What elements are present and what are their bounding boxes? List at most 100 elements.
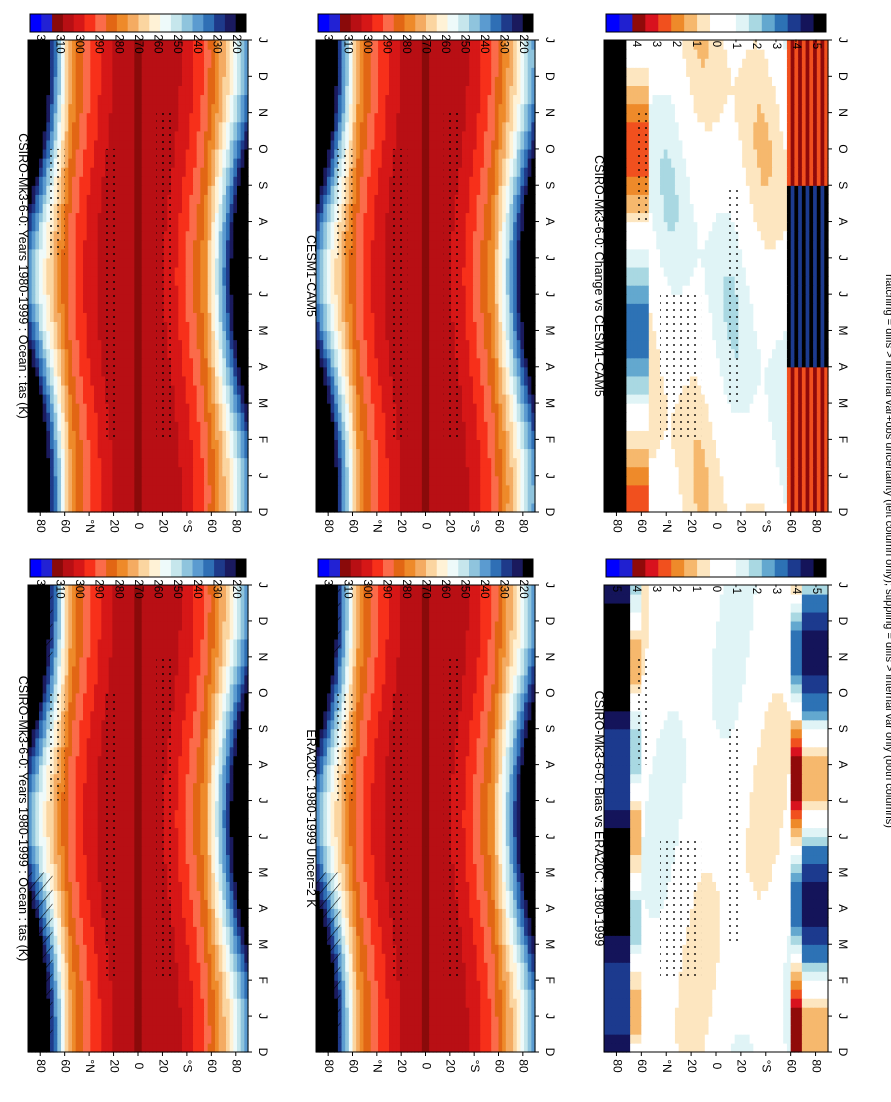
heat-cell (200, 746, 205, 757)
heat-cell (476, 989, 481, 999)
heat-cell (233, 656, 238, 667)
heat-cell (513, 818, 518, 829)
heat-cell (483, 836, 489, 847)
heat-cell (200, 872, 205, 882)
heat-cell (123, 737, 128, 748)
heat-cell (39, 737, 44, 748)
heat-cell (108, 1007, 113, 1017)
heat-cell (130, 872, 135, 882)
heat-cell (233, 710, 238, 721)
heat-cell (429, 818, 434, 829)
heat-cell (145, 791, 150, 802)
heat-cell (483, 935, 489, 945)
heat-cell (487, 980, 492, 990)
heat-cell (498, 854, 503, 864)
heat-cell (64, 935, 69, 945)
heat-cell (374, 989, 379, 999)
heat-cell (116, 647, 121, 658)
heat-cell (152, 629, 157, 640)
heat-cell (171, 647, 176, 658)
heat-cell (90, 944, 95, 954)
heat-cell (389, 1034, 394, 1044)
heat-cell (494, 800, 500, 811)
heat-cell (494, 881, 500, 891)
heat-cell (215, 791, 220, 802)
heat-cell (61, 827, 66, 838)
heat-cell (174, 890, 179, 900)
heat-cell (123, 989, 128, 999)
heat-cell (57, 585, 62, 595)
heat-cell (204, 1025, 209, 1035)
heat-cell (119, 728, 124, 739)
heat-cell (189, 863, 194, 873)
heat-cell (130, 800, 135, 811)
heat-cell (64, 683, 69, 694)
heat-cell (123, 809, 128, 820)
heat-cell (86, 989, 91, 999)
heat-cell (193, 917, 198, 927)
heat-cell (46, 800, 51, 811)
heat-cell (385, 1043, 390, 1053)
heat-cell (211, 980, 216, 990)
heat-cell (163, 585, 168, 595)
heat-cell (200, 710, 205, 721)
heat-cell (200, 809, 205, 820)
heat-cell (421, 953, 427, 963)
heat-cell (53, 845, 58, 856)
heat-cell (483, 1007, 489, 1017)
heat-cell (31, 809, 36, 820)
heat-cell (356, 998, 361, 1008)
heat-cell (316, 854, 321, 864)
heat-cell (509, 1043, 514, 1053)
heat-cell (123, 845, 128, 856)
heat-cell (341, 809, 346, 820)
heat-cell (112, 665, 117, 676)
heat-cell (171, 1016, 176, 1026)
heat-cell (381, 890, 386, 900)
heat-cell (31, 791, 36, 802)
heat-cell (105, 602, 110, 613)
heat-cell (83, 1025, 88, 1035)
heat-cell (39, 728, 44, 739)
heat-cell (196, 989, 201, 999)
heat-cell (141, 980, 146, 990)
heat-cell (215, 809, 220, 820)
heat-cell (112, 683, 117, 694)
heat-cell (527, 836, 532, 847)
heat-cell (101, 1034, 106, 1044)
heat-cell (509, 980, 514, 990)
heat-cell (385, 890, 390, 900)
heat-cell (72, 998, 77, 1008)
heat-cell (244, 656, 249, 667)
heat-cell (345, 998, 350, 1008)
heat-cell (215, 638, 220, 649)
heat-cell (204, 809, 209, 820)
heat-cell (516, 908, 521, 918)
heat-cell (134, 953, 139, 963)
heat-cell (182, 1016, 187, 1026)
heat-cell (399, 980, 405, 990)
heat-cell (200, 737, 205, 748)
heat-cell (127, 674, 132, 685)
heat-cell (204, 971, 209, 981)
heat-cell (152, 611, 157, 622)
heat-cell (432, 971, 438, 981)
heat-cell (226, 800, 231, 811)
heat-cell (367, 989, 372, 999)
heat-cell (421, 899, 427, 909)
heat-cell (240, 611, 245, 622)
heat-cell (436, 944, 441, 954)
heat-cell (134, 791, 139, 802)
heat-cell (480, 1043, 485, 1053)
heat-cell (196, 755, 201, 766)
heat-cell (145, 881, 150, 891)
heat-cell (182, 809, 187, 820)
heat-cell (233, 1016, 238, 1026)
heat-cell (86, 638, 91, 649)
heat-cell (200, 692, 205, 703)
heat-cell (53, 998, 58, 1008)
heat-cell (520, 809, 525, 820)
heat-cell (229, 629, 234, 640)
colorbar-tick-label: 290 (93, 579, 105, 598)
heat-cell (237, 629, 242, 640)
